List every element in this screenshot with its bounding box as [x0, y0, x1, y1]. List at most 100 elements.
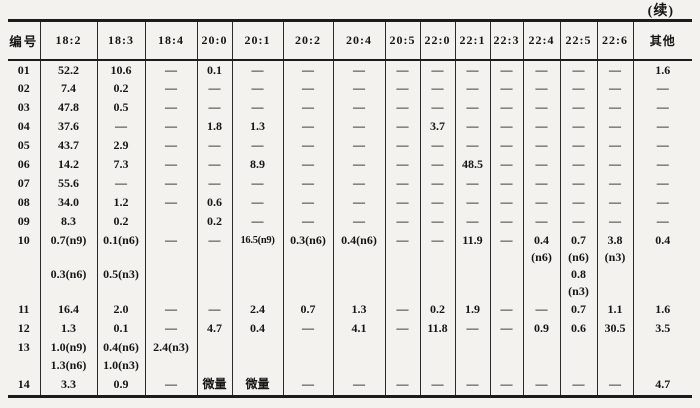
table-cell: —: [454, 97, 490, 117]
column-header: 22:0: [419, 20, 455, 61]
table-cell: 0.4(n6): [332, 230, 385, 300]
table-cell: —: [144, 135, 197, 155]
table-cell: —: [522, 135, 560, 155]
table-cell: —: [559, 154, 597, 174]
table-cell: —: [144, 59, 197, 79]
table-cell: —: [632, 154, 692, 174]
table-cell: 0.4(n6) 1.0(n3): [96, 337, 145, 374]
table-cell: —: [522, 373, 560, 397]
table-cell: —: [596, 78, 633, 98]
table-cell: —: [596, 135, 633, 155]
table-row: 10 0.7(n9) 0.3(n6) 0.1(n6) 0.5(n3) — —16.5(n…: [8, 230, 692, 300]
table-cell: 4.1: [332, 318, 385, 338]
table-cell: 2.4(n3): [144, 337, 197, 374]
table-cell: —: [632, 78, 692, 98]
table-cell: —: [522, 78, 560, 98]
table-cell: —: [332, 211, 385, 231]
table-cell: —: [632, 173, 692, 193]
table-cell: —: [419, 192, 455, 212]
table-cell: —: [489, 299, 523, 319]
table-cell: [384, 337, 420, 374]
table-cell: 11.9: [454, 230, 490, 300]
table-cell: 30.5: [596, 318, 633, 338]
table-cell: 8.3: [39, 211, 97, 231]
table-cell: 0.7: [559, 299, 597, 319]
table-cell: 1.6: [632, 299, 692, 319]
table-cell: —: [332, 154, 385, 174]
table-cell: 0.3(n6): [282, 230, 333, 300]
table-cell: —: [596, 97, 633, 117]
table-cell: —: [196, 173, 232, 193]
table-cell: —: [384, 135, 420, 155]
row-id: 08: [17, 195, 30, 209]
table-cell: —: [384, 173, 420, 193]
table-cell: —: [489, 97, 523, 117]
table-cell: 0.2: [196, 211, 232, 231]
table-cell: 0.6: [559, 318, 597, 338]
table-cell: —: [632, 192, 692, 212]
table-row: 02 7.4 0.2— — — — — — — — — — — — —: [8, 78, 692, 98]
table-cell: 0.4 (n6): [522, 230, 560, 300]
table-row: 09 8.3 0.2 0.2— — — — — — — — — — —: [8, 211, 692, 231]
table-cell: —: [454, 192, 490, 212]
table-cell: 0.1: [96, 318, 145, 338]
table-cell: 47.8: [39, 97, 97, 117]
table-cell: —: [489, 211, 523, 231]
table-cell: —: [522, 299, 560, 319]
table-cell: —: [196, 135, 232, 155]
table-cell: —: [282, 78, 333, 98]
table-cell: —: [489, 318, 523, 338]
table-cell: [489, 337, 523, 374]
column-header: 18:3: [96, 20, 145, 61]
table-cell: —: [144, 373, 197, 397]
table-cell: 11.8: [419, 318, 455, 338]
table-cell: —: [419, 97, 455, 117]
table-cell: 0.9: [522, 318, 560, 338]
fatty-acid-composition-table: 编号 18:2 18:3 18:4 20:0 20:1 20:2 20:4 20:5 22:0 2…: [8, 19, 692, 398]
table-cell: —: [454, 116, 490, 136]
table-cell: —: [384, 211, 420, 231]
column-header: 18:2: [39, 20, 97, 61]
table-cell: —: [522, 173, 560, 193]
table-cell: [282, 337, 333, 374]
table-cell: 16.5(n9): [231, 230, 283, 300]
table-cell: —: [282, 116, 333, 136]
table-cell: —: [596, 373, 633, 397]
row-id: 07: [17, 176, 30, 190]
table-cell: —: [632, 116, 692, 136]
table-cell: —: [384, 192, 420, 212]
table-cell: —: [559, 59, 597, 79]
table-cell: 4.7: [632, 373, 692, 397]
table-cell: —: [522, 116, 560, 136]
column-header: 22:4: [522, 20, 560, 61]
table-cell: —: [332, 59, 385, 79]
table-cell: —: [96, 173, 145, 193]
table-cell: —: [144, 78, 197, 98]
row-id: 12: [17, 321, 30, 335]
row-id: 13: [17, 339, 30, 354]
table-cell: —: [596, 116, 633, 136]
table-cell: —: [419, 78, 455, 98]
table-cell: —: [596, 59, 633, 79]
table-cell: 3.3: [39, 373, 97, 397]
table-cell: —: [231, 211, 283, 231]
table-cell: —: [454, 173, 490, 193]
row-id: 01: [17, 62, 30, 77]
table-cell: —: [489, 230, 523, 300]
table-cell: 14.2: [39, 154, 97, 174]
table-cell: —: [419, 59, 455, 79]
table-cell: —: [489, 78, 523, 98]
table-cell: —: [489, 116, 523, 136]
row-id: 04: [17, 119, 30, 133]
table-cell: —: [144, 299, 197, 319]
table-cell: 0.7: [282, 299, 333, 319]
table-cell: [231, 337, 283, 374]
table-cell: —: [559, 97, 597, 117]
table-row: 13 1.0(n9) 1.3(n6) 0.4(n6) 1.0(n3) 2.4(n3): [8, 337, 692, 374]
table-cell: —: [489, 373, 523, 397]
table-cell: —: [559, 116, 597, 136]
column-header: 20:5: [384, 20, 420, 61]
table-cell: —: [419, 135, 455, 155]
table-cell: —: [632, 97, 692, 117]
table-cell: 34.0: [39, 192, 97, 212]
